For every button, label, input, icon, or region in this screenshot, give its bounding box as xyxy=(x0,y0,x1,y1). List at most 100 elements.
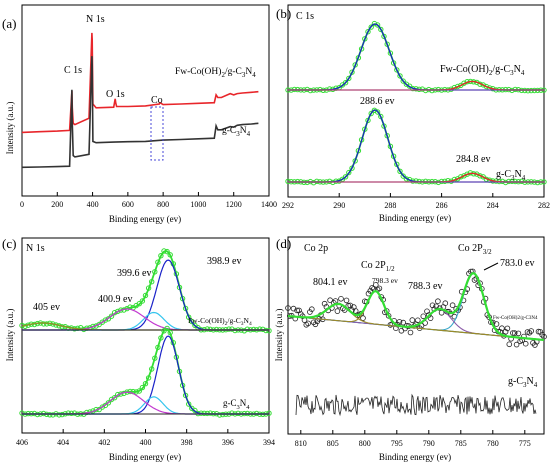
co2p-data-point xyxy=(409,317,416,323)
c1s-data-point-fw xyxy=(378,26,384,33)
panel-b-title: C 1s xyxy=(296,11,314,22)
co2p-data-point xyxy=(511,330,518,336)
co2p-data-point xyxy=(372,282,379,288)
n1s-data-point-gc xyxy=(139,384,146,391)
panel-d-xlabel: Binding energy (ev) xyxy=(379,452,451,462)
panel-d-curves xyxy=(285,262,547,417)
peak-783-label: 783.0 ev xyxy=(500,258,534,269)
co2p-783-pointer xyxy=(483,262,499,271)
o1s-label: O 1s xyxy=(106,89,125,100)
c1s-data-point-fw xyxy=(400,78,406,84)
co2p-data-point xyxy=(327,297,333,304)
panel-b-x-ticks: 292 290 288 286 284 282 xyxy=(282,193,550,210)
peak-284-label: 284.8 ev xyxy=(456,154,490,165)
co2p-data-point xyxy=(312,321,319,328)
x-tick-label: 1200 xyxy=(226,200,242,209)
x-tick-label: 398 xyxy=(181,438,193,447)
peak-399-label: 399.6 ev xyxy=(117,268,151,279)
panel-d-x-ticks: 810 805 800 795 790 785 780 775 xyxy=(295,430,531,448)
panel-b-label: (b) xyxy=(276,6,291,21)
peak-288-label: 288.6 ev xyxy=(360,96,394,107)
co2p-data-point xyxy=(376,285,383,292)
co2p-data-point xyxy=(427,315,434,321)
panel-d-ylabel: Intensity (a.u.) xyxy=(274,309,284,362)
co2p-data-point xyxy=(345,302,352,309)
x-tick-label: 286 xyxy=(436,201,448,210)
co2p-data-point xyxy=(442,300,449,307)
panel-b-fw-legend: Fw-Co(OH)2/g-C3N4 xyxy=(440,64,525,77)
panel-a-frame xyxy=(21,4,270,197)
co2p-data-point xyxy=(305,320,311,327)
co2p-data-point xyxy=(334,308,341,314)
panel-b-xlabel: Binding energy (ev) xyxy=(379,213,451,223)
n1s-data-point-fw xyxy=(136,301,143,307)
co2p-data-point xyxy=(347,302,354,309)
co2p-data-point xyxy=(343,297,350,304)
peak-788-label: 788.3 ev xyxy=(408,281,442,292)
co2p-data-point xyxy=(294,307,300,314)
x-tick-label: 284 xyxy=(487,201,499,210)
peak-398-label: 398.9 ev xyxy=(207,256,241,267)
x-tick-label: 200 xyxy=(51,200,63,209)
c1s-component-288-fw xyxy=(288,23,544,91)
x-tick-label: 394 xyxy=(263,438,275,447)
co2p12-label: Co 2P1/2 xyxy=(361,260,395,273)
x-tick-label: 600 xyxy=(122,200,134,209)
n1s-data-point-fw xyxy=(102,317,109,323)
x-tick-label: 795 xyxy=(391,439,403,448)
c1s-data-point-fw xyxy=(342,80,349,86)
x-tick-label: 396 xyxy=(222,438,234,447)
survey-line-gc xyxy=(21,56,259,169)
c1s-label: C 1s xyxy=(64,65,82,76)
peak-798-label: 798.3 ev xyxy=(372,276,398,285)
c1s-data-point-gc xyxy=(368,110,374,117)
x-tick-label: 790 xyxy=(423,439,435,448)
panel-d-fw-legend: Fw-Co(OH)2/g-C3N4 xyxy=(493,316,538,321)
co2p-data-point xyxy=(510,330,516,336)
co2p-data-point xyxy=(438,309,445,316)
x-tick-label: 780 xyxy=(487,439,499,448)
panel-b-gc-legend: g-C3N4 xyxy=(496,169,526,182)
panel-c-curves xyxy=(19,248,272,418)
x-tick-label: 404 xyxy=(57,438,69,447)
x-tick-label: 785 xyxy=(455,439,467,448)
panel-a-gc-legend: g-C3N4 xyxy=(222,126,251,138)
panel-b-frame xyxy=(287,4,545,198)
panel-a-x-ticks: 0 200 400 600 800 1000 1200 1400 xyxy=(20,192,277,209)
co2p-data-point xyxy=(539,331,545,338)
panel-c-label: (c) xyxy=(2,236,16,251)
panel-c-xlabel: Binding energy (ev) xyxy=(109,452,181,462)
x-tick-label: 402 xyxy=(98,438,110,447)
co2p-data-point xyxy=(515,330,522,337)
c1s-data-point-gc xyxy=(400,173,406,179)
x-tick-label: 800 xyxy=(359,439,371,448)
n1s-data-point-gc xyxy=(111,395,118,401)
co2p-data-point xyxy=(436,305,443,312)
x-tick-label: 400 xyxy=(140,438,152,447)
x-tick-label: 775 xyxy=(519,439,531,448)
panel-d-gc-legend: g-C3N4 xyxy=(508,376,538,389)
x-tick-label: 282 xyxy=(538,201,550,210)
co2p-data-point xyxy=(522,340,529,347)
n1s-data-point-gc xyxy=(105,400,112,406)
co2p-data-point xyxy=(513,341,520,348)
n1s-data-point-gc xyxy=(164,325,170,332)
co-region-box xyxy=(150,106,164,161)
panel-a: (a) Intensity (a.u.) Binding energy (ev)… xyxy=(2,4,277,224)
x-tick-label: 292 xyxy=(282,201,294,210)
n1s-data-point-gc xyxy=(142,381,149,387)
co2p-data-point xyxy=(532,342,538,348)
panel-c: (c) N 1s Intensity (a.u.) Binding energy… xyxy=(2,236,275,462)
panel-b: (b) C 1s Binding energy (ev) 292 290 288 28… xyxy=(276,4,550,223)
x-tick-label: 1000 xyxy=(190,200,206,209)
survey-line-fw xyxy=(21,32,259,134)
co2p32-label: Co 2P3/2 xyxy=(458,243,492,256)
n1s-data-point-gc xyxy=(216,412,223,418)
n1s-label: N 1s xyxy=(86,14,105,25)
co2p-data-point xyxy=(307,309,313,315)
co2p-data-point xyxy=(338,295,344,302)
c1s-data-point-gc xyxy=(397,168,403,175)
peak-804-label: 804.1 ev xyxy=(313,277,347,288)
panel-d-label: (d) xyxy=(276,236,291,251)
